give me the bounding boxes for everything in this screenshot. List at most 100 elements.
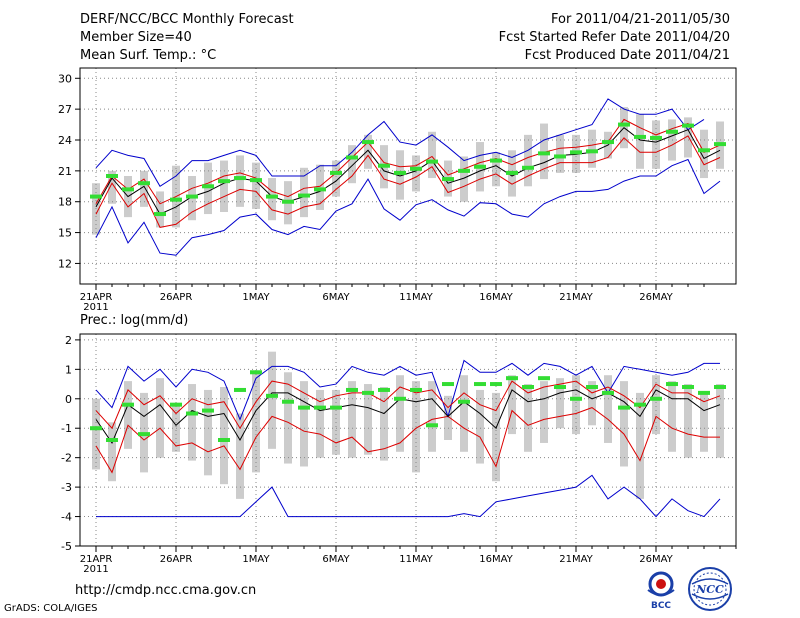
obs-marker — [522, 385, 534, 389]
obs-marker — [202, 184, 214, 189]
year-label: 2011 — [83, 302, 108, 313]
obs-marker — [202, 408, 214, 413]
y-tick-label: -1 — [61, 422, 72, 435]
x-tick-label: 26MAY — [639, 292, 673, 303]
obs-marker — [506, 376, 518, 381]
ensemble-box — [348, 145, 356, 184]
obs-marker — [570, 396, 582, 401]
obs-marker — [314, 405, 326, 410]
obs-marker — [218, 179, 230, 184]
ensemble-box — [124, 381, 132, 449]
obs-marker — [250, 178, 262, 183]
ensemble-box — [204, 389, 212, 476]
x-tick-label: 21APR — [80, 554, 113, 565]
ensemble-box — [252, 162, 260, 209]
obs-marker — [442, 177, 454, 182]
ensemble-box — [364, 134, 372, 169]
ensemble-box — [108, 422, 116, 482]
obs-marker — [378, 387, 390, 392]
x-tick-label: 16MAY — [479, 554, 513, 565]
lower-line — [95, 135, 721, 228]
obs-marker — [250, 370, 262, 375]
grads-credit: GrADS: COLA/IGES — [4, 603, 98, 614]
plot-frame — [79, 333, 737, 547]
obs-marker — [330, 170, 342, 175]
ensemble-box — [188, 384, 196, 461]
ensemble-box — [476, 389, 484, 464]
min-line — [95, 158, 721, 256]
y-tick-label: 27 — [58, 103, 72, 116]
x-tick-label: 26APR — [160, 292, 193, 303]
obs-marker — [490, 158, 502, 163]
ensemble-box — [380, 387, 388, 461]
obs-marker — [426, 423, 438, 428]
ensemble-box — [556, 378, 564, 429]
mean-line — [95, 127, 721, 215]
obs-marker — [394, 396, 406, 401]
ensemble-box — [524, 384, 532, 452]
y-tick-label: 18 — [58, 196, 72, 209]
x-tick-label: 1MAY — [242, 292, 270, 303]
y-tick-label: 12 — [58, 257, 72, 270]
ensemble-box — [684, 384, 692, 458]
obs-marker — [714, 142, 726, 147]
obs-marker — [458, 399, 470, 404]
ensemble-box — [460, 156, 468, 202]
x-tick-label: 1MAY — [242, 554, 270, 565]
obs-marker — [314, 187, 326, 192]
obs-marker — [266, 194, 278, 199]
obs-marker — [634, 134, 646, 139]
ensemble-box — [588, 129, 596, 168]
ensemble-box — [156, 378, 164, 458]
obs-marker — [586, 149, 598, 154]
obs-marker — [410, 166, 422, 171]
ensemble-box — [684, 117, 692, 158]
mean-line — [95, 389, 721, 444]
ensemble-box — [492, 152, 500, 187]
x-tick-label: 11MAY — [399, 554, 433, 565]
ensemble-box — [540, 381, 548, 443]
ensemble-box — [108, 170, 116, 204]
obs-marker — [154, 212, 166, 217]
obs-marker — [298, 405, 310, 410]
obs-marker — [442, 382, 454, 387]
ensemble-box — [236, 413, 244, 499]
obs-marker — [122, 402, 134, 407]
x-tick-label: 11MAY — [399, 292, 433, 303]
ensemble-box — [268, 178, 276, 221]
ensemble-box — [348, 381, 356, 458]
x-tick-label: 16MAY — [479, 292, 513, 303]
obs-marker — [474, 382, 486, 387]
obs-marker — [602, 390, 614, 395]
upper-line — [95, 118, 721, 205]
year-label: 2011 — [83, 564, 108, 575]
ensemble-box — [268, 351, 276, 449]
ensemble-box — [668, 381, 676, 452]
obs-marker — [362, 140, 374, 145]
obs-marker — [506, 170, 518, 175]
plot-frame — [79, 67, 737, 285]
x-tick-label: 6MAY — [322, 292, 350, 303]
y-tick-label: -4 — [61, 511, 72, 524]
obs-marker — [346, 387, 358, 392]
obs-marker — [538, 376, 550, 381]
y-tick-label: 21 — [58, 165, 72, 178]
obs-marker — [90, 194, 102, 199]
obs-marker — [186, 194, 198, 199]
obs-marker — [282, 199, 294, 204]
y-tick-label: -3 — [61, 481, 72, 494]
ensemble-box — [316, 389, 324, 458]
ensemble-box — [300, 167, 308, 218]
obs-marker — [90, 426, 102, 431]
obs-marker — [586, 385, 598, 389]
x-tick-label: 26APR — [160, 554, 193, 565]
ensemble-box — [444, 395, 452, 440]
ensemble-box — [156, 191, 164, 228]
obs-marker — [650, 396, 662, 401]
ensemble-box — [316, 164, 324, 210]
ensemble-box — [572, 375, 580, 435]
y-tick-label: -5 — [61, 540, 72, 553]
ensemble-box — [700, 392, 708, 452]
ensemble-box — [428, 131, 436, 179]
